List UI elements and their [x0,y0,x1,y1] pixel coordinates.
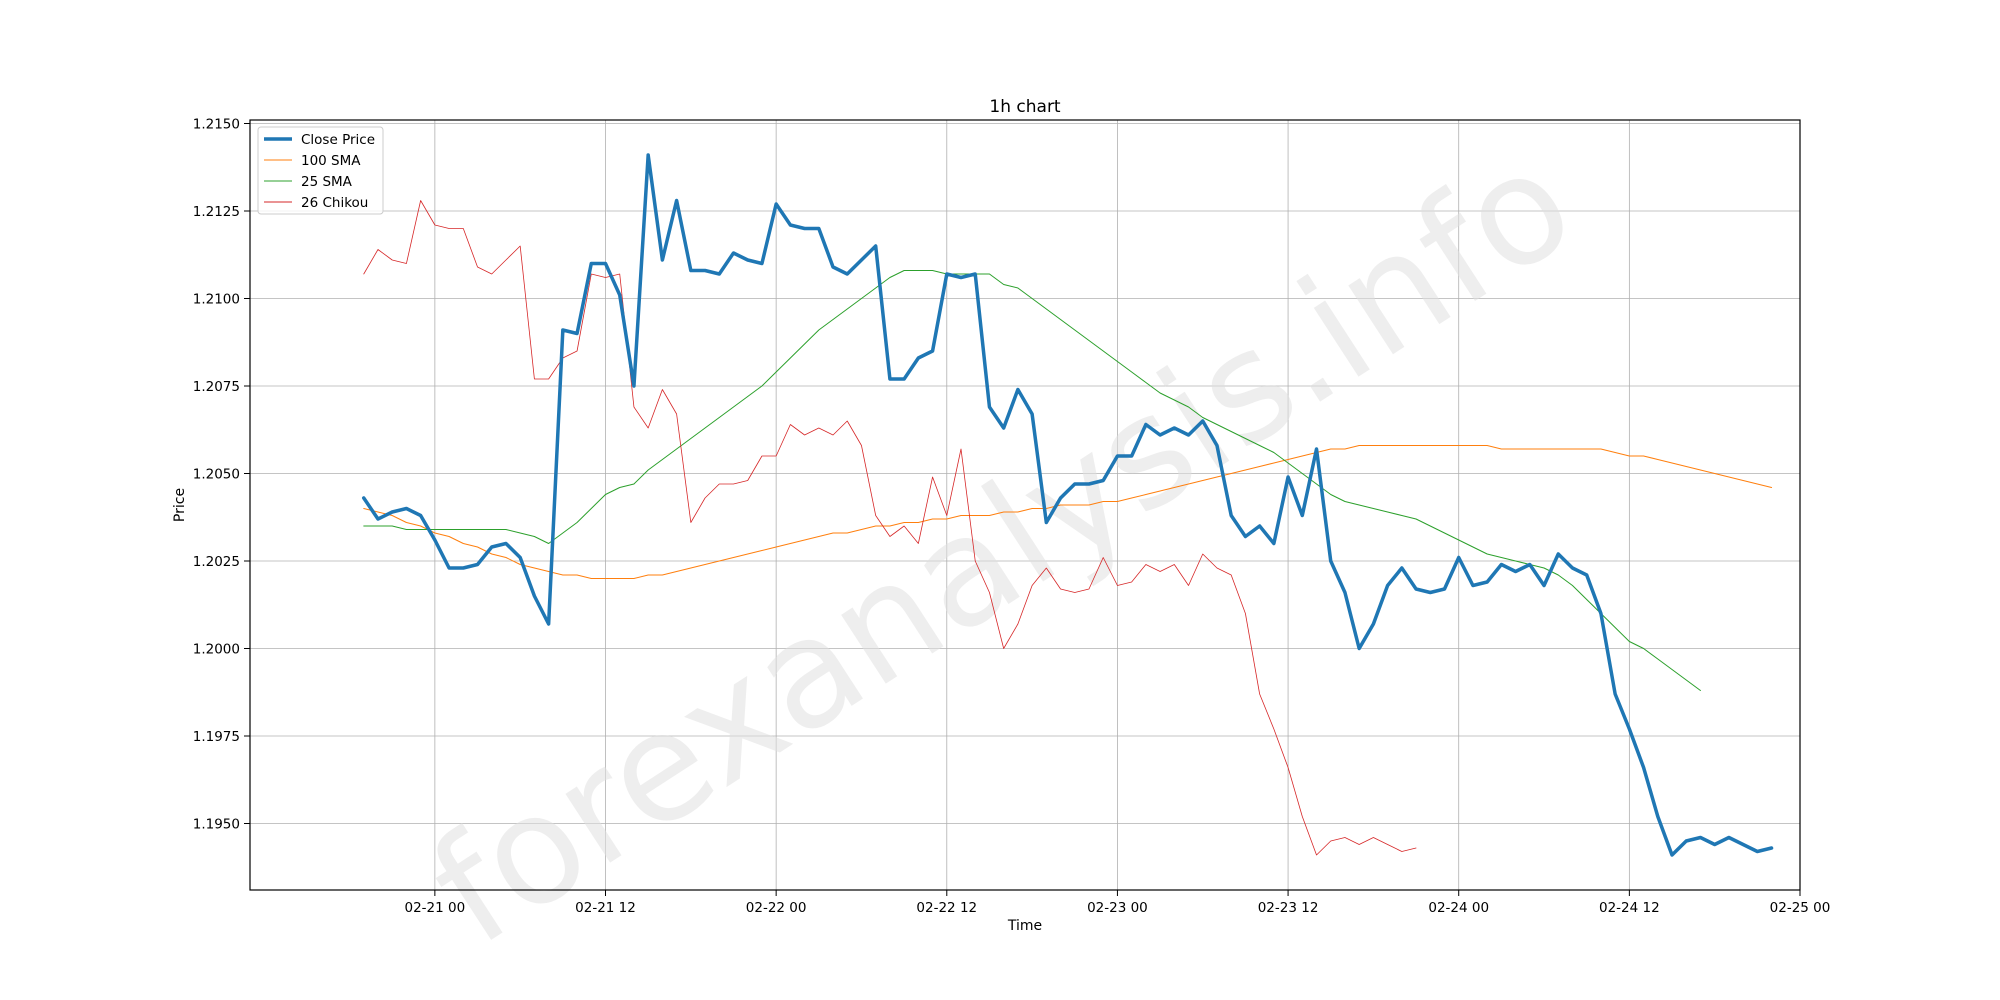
legend-label-close-price: Close Price [301,132,375,148]
x-tick-label: 02-21 12 [575,900,636,916]
y-tick-label: 1.2150 [193,117,240,133]
x-axis-ticks: 02-21 00 02-21 12 02-22 00 02-22 12 02-23 00… [405,890,1831,916]
legend-box [257,126,384,215]
chart-title: 1h chart [989,97,1061,117]
y-tick-label: 1.2125 [193,204,240,220]
y-axis-label: Price [172,488,188,522]
legend: Close Price 100 SMA 25 SMA 26 Chikou [257,126,384,215]
legend-label-25-sma: 25 SMA [301,174,353,190]
y-tick-label: 1.2075 [193,379,240,395]
series-layer [362,153,1774,857]
axes-frame [249,119,1801,891]
series-line-25-sma [363,270,1701,691]
grid [250,120,1801,890]
x-tick-label: 02-25 00 [1770,900,1831,916]
y-tick-label: 1.1975 [193,729,240,745]
x-tick-label: 02-24 00 [1428,900,1489,916]
x-axis-label: Time [1007,918,1042,934]
x-tick-label: 02-24 12 [1599,900,1660,916]
legend-label-26-chikou: 26 Chikou [301,195,368,211]
x-tick-label: 02-23 12 [1258,900,1319,916]
y-tick-label: 1.1950 [193,817,240,833]
plot-area [250,120,1800,890]
y-tick-label: 1.2100 [193,292,240,308]
y-tick-label: 1.2050 [193,467,240,483]
x-tick-label: 02-22 00 [746,900,807,916]
series-line-26-chikou [363,200,1417,856]
y-axis-ticks: 1.1950 1.1975 1.2000 1.2025 1.2050 1.2075 1.21… [193,117,250,833]
x-tick-label: 02-22 12 [916,900,977,916]
series-line-close-price [362,153,1774,857]
y-tick-label: 1.2025 [193,554,240,570]
x-tick-label: 02-23 00 [1087,900,1148,916]
y-tick-label: 1.2000 [193,642,240,658]
series-line-100-sma [363,445,1773,579]
x-tick-label: 02-21 00 [405,900,466,916]
legend-label-100-sma: 100 SMA [301,153,361,169]
